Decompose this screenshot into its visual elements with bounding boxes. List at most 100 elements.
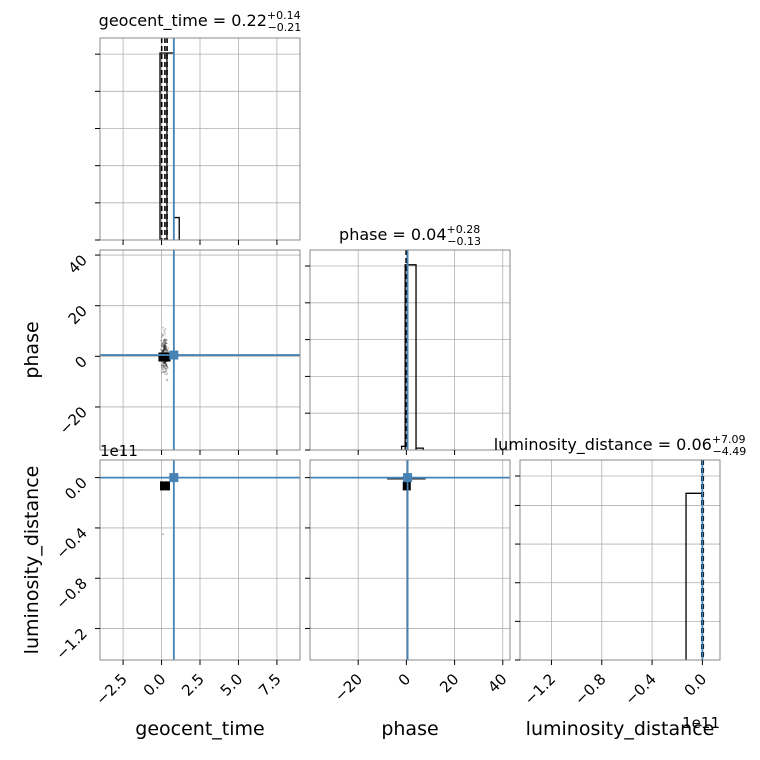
scatter-phase-geocent-point <box>163 364 165 367</box>
scatter-phase-geocent-point <box>165 364 168 367</box>
scatter-phase-geocent-point <box>162 326 164 329</box>
scatter-phase-geocent-point <box>161 342 164 345</box>
scatter-phase-geocent-point <box>164 338 166 341</box>
scatter-ld-geocent-xtick-label: −2.5 <box>92 670 130 708</box>
scatter-phase-geocent-point <box>163 370 166 373</box>
scatter-phase-geocent-point <box>162 339 165 342</box>
scatter-phase-geocent-point <box>164 347 167 350</box>
scatter-phase-geocent-point <box>166 365 169 368</box>
scatter-phase-geocent-point <box>164 344 167 347</box>
scatter-phase-geocent-point <box>164 328 167 330</box>
scatter-phase-geocent-point <box>161 351 164 353</box>
scatter-ld-geocent-xtick-label: 0.0 <box>140 670 170 700</box>
scatter-phase-geocent-point <box>165 370 167 372</box>
scatter-phase-geocent-point <box>163 361 166 364</box>
scatter-phase-geocent-point <box>161 350 164 352</box>
scatter-phase-geocent-point <box>163 340 166 343</box>
scatter-phase-geocent-point <box>162 371 165 373</box>
scatter-phase-geocent-point <box>164 341 167 344</box>
scatter-phase-geocent-point <box>163 338 166 340</box>
hist-luminosity_distance-bars <box>685 492 704 660</box>
scatter-phase-geocent-point <box>164 367 167 370</box>
scatter-ld-geocent-ytick-label: −1.2 <box>52 625 90 663</box>
scatter-phase-geocent-point <box>163 361 166 364</box>
scatter-phase-geocent-point <box>163 339 166 341</box>
scatter-ld-phase-xtick-label: −20 <box>331 670 366 705</box>
scatter-phase-geocent-point <box>164 348 167 351</box>
scatter-phase-geocent-point <box>163 344 166 347</box>
scatter-phase-geocent-point <box>165 368 168 371</box>
scatter-phase-geocent-point <box>165 339 168 342</box>
scatter-phase-geocent-point <box>161 368 164 370</box>
scatter-phase-geocent-point <box>163 362 166 365</box>
scatter-phase-geocent-point <box>160 344 163 347</box>
offset-text-ld-x: 1e11 <box>682 714 720 732</box>
scatter-phase-geocent-point <box>163 346 166 349</box>
scatter-phase-geocent-point <box>165 365 167 368</box>
scatter-phase-geocent-point <box>161 343 164 346</box>
scatter-phase-geocent-point <box>161 364 164 367</box>
scatter-phase-geocent-point <box>165 348 168 351</box>
scatter-phase-geocent-point <box>165 373 168 376</box>
scatter-phase-geocent-point <box>160 365 163 368</box>
scatter-phase-geocent-point <box>164 333 166 335</box>
scatter-phase-geocent-point <box>164 362 167 365</box>
scatter-phase-geocent-point <box>164 366 166 368</box>
hist-luminosity_distance-title: luminosity_distance = 0.06+7.09 −4.49 <box>494 433 747 458</box>
scatter-phase-geocent-point <box>165 363 168 366</box>
scatter-phase-geocent-point <box>162 349 165 352</box>
scatter-phase-geocent-point <box>167 350 170 353</box>
xlabel-luminosity_distance: luminosity_distance <box>526 718 715 740</box>
scatter-phase-geocent-point <box>163 329 166 332</box>
scatter-phase-geocent-point <box>161 334 164 337</box>
scatter-phase-geocent-point <box>163 364 165 367</box>
scatter-phase-geocent-point <box>162 346 165 349</box>
scatter-phase-geocent-point <box>166 350 168 352</box>
scatter-phase-geocent-point <box>165 365 168 367</box>
scatter-phase-geocent-point <box>163 349 166 352</box>
scatter-phase-geocent-point <box>162 349 165 351</box>
scatter-phase-geocent-point <box>165 364 167 366</box>
scatter-phase-geocent-point <box>167 347 170 350</box>
hist-geocent_time-bars <box>159 52 180 240</box>
scatter-phase-geocent-point <box>160 336 163 338</box>
hist-ld-xtick-label: −0.4 <box>621 670 659 708</box>
scatter-phase-geocent-point <box>163 346 166 348</box>
scatter-phase-geocent-point <box>163 349 166 352</box>
scatter-phase-geocent-point <box>163 348 166 351</box>
scatter-phase-geocent-point <box>161 349 164 352</box>
scatter-phase-geocent-point <box>164 346 167 349</box>
hist-ld-frame <box>519 459 721 661</box>
scatter-phase-geocent-point <box>162 349 164 352</box>
scatter-ld-geocent-density <box>160 481 170 491</box>
scatter-phase-geocent-point <box>163 343 166 345</box>
scatter-phase-geocent-point <box>161 342 164 345</box>
scatter-phase-geocent-point <box>162 362 165 365</box>
scatter-phase-geocent-point <box>165 363 168 365</box>
scatter-luminosity_distance-vs-phase-truth-marker <box>403 473 413 483</box>
scatter-phase-geocent-point <box>160 339 162 342</box>
scatter-ld-geocent-ytick-label: −0.8 <box>52 574 90 612</box>
scatter-phase-geocent-point <box>164 362 167 365</box>
scatter-phase-geocent-point <box>163 341 166 344</box>
scatter-phase-geocent-point <box>163 340 165 342</box>
xlabel-phase: phase <box>381 718 438 740</box>
scatter-phase-geocent-point <box>164 368 167 370</box>
scatter-ld-geocent-xtick-label: 2.5 <box>178 670 208 700</box>
scatter-phase-geocent-point <box>163 348 165 351</box>
scatter-phase-geocent-point <box>162 366 164 369</box>
hist-phase-frame <box>309 249 511 451</box>
scatter-phase-geocent-point <box>163 342 166 345</box>
scatter-phase-geocent-point <box>163 361 166 364</box>
scatter-phase-geocent-point <box>163 365 165 368</box>
scatter-phase-geocent-point <box>162 350 165 353</box>
panel-scatter-ld-vs-geocent: −1.2 −0.8 −0.4 0.0 −2.5 0.0 2.5 5.0 7.5 1e11 lumin… <box>21 442 301 740</box>
hist-geocent_time-title: geocent_time = 0.22+0.14 −0.21 <box>99 9 302 34</box>
hist-phase-bars <box>400 264 424 450</box>
scatter-phase-geocent-point <box>160 371 163 374</box>
scatter-phase-geocent-point <box>166 366 169 369</box>
scatter-phase-geocent-point <box>166 372 169 374</box>
scatter-phase-geocent-point <box>164 347 167 350</box>
scatter-phase-geocent-point <box>164 370 167 373</box>
